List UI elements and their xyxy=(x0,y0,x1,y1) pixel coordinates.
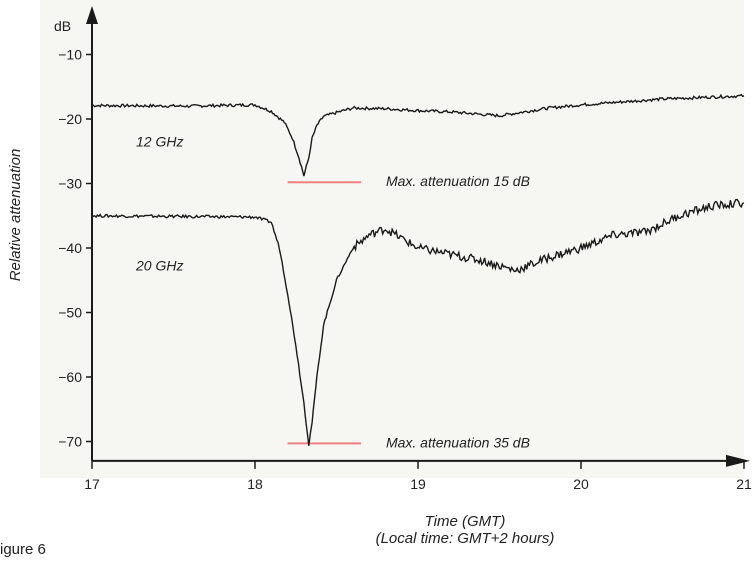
x-tick-label: 18 xyxy=(247,476,263,492)
max-attenuation-label: Max. attenuation 35 dB xyxy=(386,434,530,450)
y-tick-label: −60 xyxy=(58,369,82,385)
y-tick-label: −20 xyxy=(58,111,82,127)
x-axis-arrow xyxy=(726,454,750,467)
x-axis-title: Time (GMT) (Local time: GMT+2 hours) xyxy=(360,513,570,547)
x-tick-label: 20 xyxy=(573,476,589,492)
series-line-20-ghz xyxy=(91,198,745,446)
y-tick-label: −40 xyxy=(58,240,82,256)
x-tick-label: 19 xyxy=(410,476,426,492)
x-axis-title-line2: (Local time: GMT+2 hours) xyxy=(375,530,555,547)
y-axis-arrow xyxy=(86,6,98,24)
y-tick-label: −30 xyxy=(58,176,82,192)
series-line-12-ghz xyxy=(91,93,745,177)
y-unit-label: dB xyxy=(54,18,71,34)
x-tick-label: 17 xyxy=(84,476,100,492)
x-tick-label: 21 xyxy=(736,476,752,492)
series-label: 20 GHz xyxy=(135,258,183,274)
y-axis-title: Relative attenuation xyxy=(7,149,24,282)
plot-background xyxy=(40,0,744,478)
series-label: 12 GHz xyxy=(136,134,183,150)
x-axis-title-line1: Time (GMT) xyxy=(424,513,506,530)
figure-caption: igure 6 xyxy=(0,541,46,558)
y-tick-label: −10 xyxy=(58,47,82,63)
y-tick-label: −70 xyxy=(58,434,82,450)
y-tick-label: −50 xyxy=(58,305,82,321)
max-attenuation-label: Max. attenuation 15 dB xyxy=(386,173,530,189)
